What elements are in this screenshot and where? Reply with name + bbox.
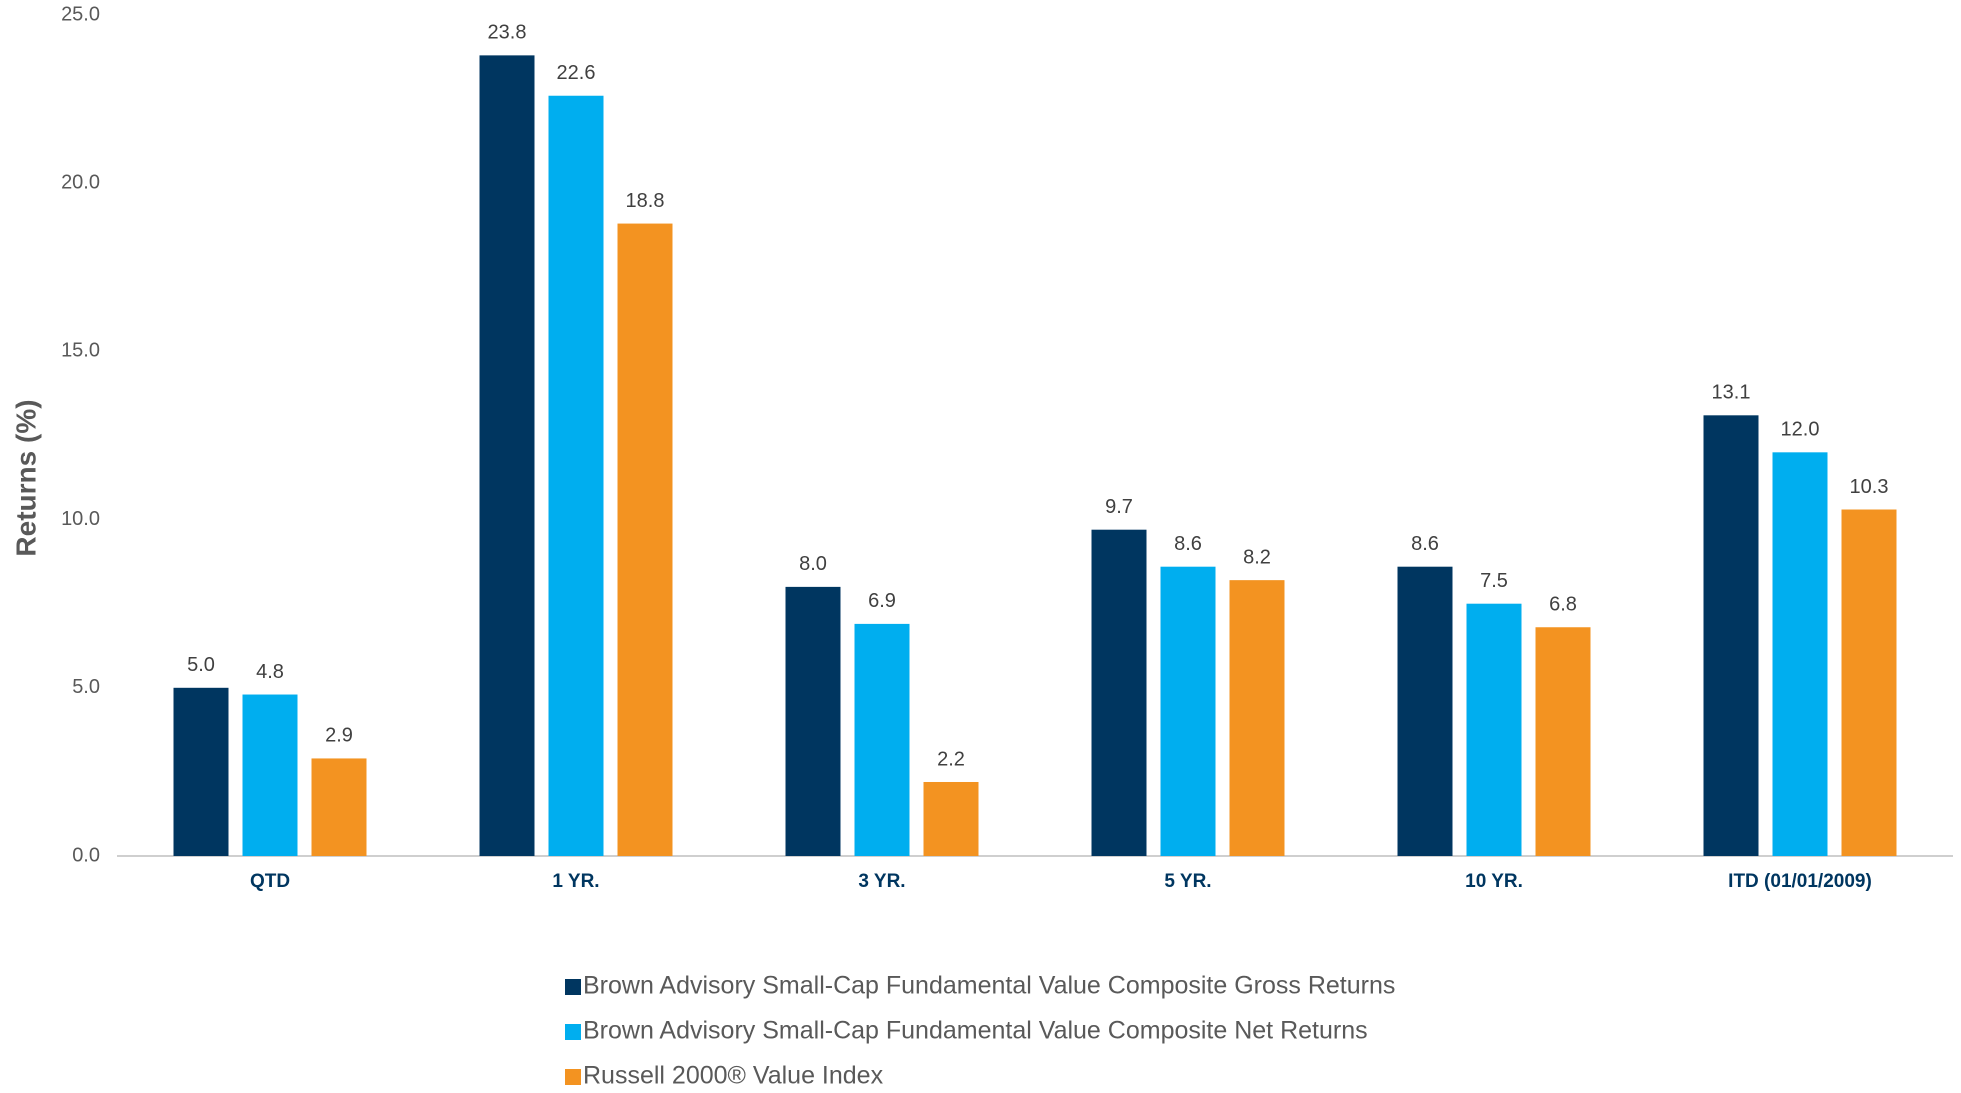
bar [1772, 452, 1828, 856]
x-tick-label: ITD (01/01/2009) [1728, 871, 1872, 892]
legend-label: Brown Advisory Small-Cap Fundamental Val… [583, 1017, 1368, 1045]
y-tick-label: 10.0 [61, 508, 100, 530]
value-label: 8.2 [1243, 546, 1271, 568]
y-tick-label: 20.0 [61, 171, 100, 193]
legend-swatch [565, 1024, 581, 1040]
bar [173, 687, 229, 856]
x-tick-label: 3 YR. [858, 871, 905, 892]
value-label: 18.8 [626, 190, 665, 212]
value-label: 8.0 [799, 553, 827, 575]
legend-swatch [565, 1069, 581, 1085]
value-label: 5.0 [187, 654, 215, 676]
bar [1535, 627, 1591, 856]
legend-label: Russell 2000® Value Index [583, 1062, 884, 1090]
bar [1397, 566, 1453, 856]
value-label: 7.5 [1480, 570, 1508, 592]
bar [479, 55, 535, 857]
x-tick-label: 1 YR. [552, 871, 599, 892]
legend-swatch [565, 979, 581, 995]
bar [617, 223, 673, 856]
value-label: 8.6 [1174, 533, 1202, 555]
value-label: 23.8 [488, 22, 527, 44]
value-label: 4.8 [256, 661, 284, 683]
bar [1703, 415, 1759, 856]
bar [854, 623, 910, 856]
value-label: 13.1 [1712, 382, 1751, 404]
y-tick-label: 15.0 [61, 340, 100, 362]
value-label: 9.7 [1105, 496, 1133, 518]
value-label: 8.6 [1411, 533, 1439, 555]
y-tick-label: 5.0 [72, 676, 100, 698]
value-label: 6.9 [868, 590, 896, 612]
y-tick-label: 0.0 [72, 844, 100, 866]
value-label: 2.9 [325, 725, 353, 747]
bar [1841, 509, 1897, 856]
legend-label: Brown Advisory Small-Cap Fundamental Val… [583, 972, 1395, 1000]
value-label: 10.3 [1850, 476, 1889, 498]
value-label: 6.8 [1549, 594, 1577, 616]
bar [785, 586, 841, 856]
bar [1466, 603, 1522, 856]
bar [1160, 566, 1216, 856]
x-tick-label: 5 YR. [1164, 871, 1211, 892]
value-label: 22.6 [557, 62, 596, 84]
x-tick-label: 10 YR. [1465, 871, 1523, 892]
bar [1091, 529, 1147, 856]
bar [311, 758, 367, 856]
bar [923, 781, 979, 856]
value-label: 12.0 [1781, 419, 1820, 441]
y-tick-label: 25.0 [61, 3, 100, 25]
bar [1229, 580, 1285, 856]
bar [548, 95, 604, 856]
bar [242, 694, 298, 856]
y-axis-title: Returns (%) [10, 399, 41, 556]
value-label: 2.2 [937, 748, 965, 770]
x-tick-label: QTD [250, 871, 290, 892]
